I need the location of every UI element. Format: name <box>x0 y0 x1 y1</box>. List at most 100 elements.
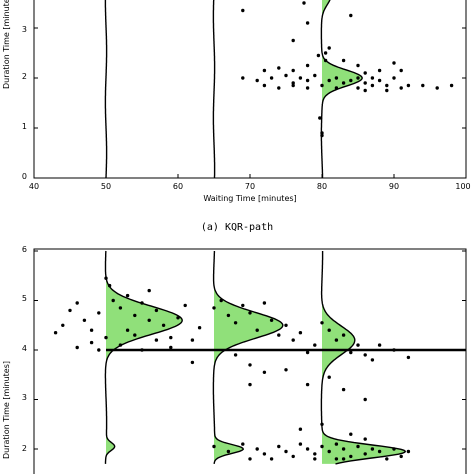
scatter-point <box>341 58 346 63</box>
scatter-point <box>320 422 324 426</box>
scatter-point <box>284 368 288 372</box>
scatter-point <box>302 1 306 5</box>
x-tick-label-50: 50 <box>101 182 111 191</box>
caption-a: (a) KQR-path <box>201 222 273 233</box>
scatter-point <box>399 68 403 73</box>
x-tick-label-60: 60 <box>173 182 183 191</box>
scatter-point <box>118 343 123 347</box>
scatter-point <box>305 63 310 68</box>
scatter-point <box>370 447 375 451</box>
scatter-point <box>284 449 288 454</box>
scatter-point <box>241 303 245 308</box>
scatter-point <box>97 311 101 315</box>
density-fill-1-2 <box>321 251 406 464</box>
scatter-point <box>219 298 223 303</box>
scatter-point <box>262 452 267 456</box>
panel-b: 6 5 4 3 2 Duration Time [minutes] <box>2 245 467 474</box>
scatter-point <box>111 298 115 303</box>
scatter-point <box>233 353 238 357</box>
scatter-point <box>298 442 303 446</box>
scatter-point <box>385 88 389 93</box>
density-curves-a <box>104 0 363 178</box>
scatter-point <box>291 83 295 88</box>
scatter-point <box>226 313 231 318</box>
scatter-point <box>399 86 403 90</box>
scatter-point <box>118 306 123 310</box>
scatter-point <box>140 348 144 352</box>
scatter-point <box>233 321 238 325</box>
scatter-point <box>435 86 439 90</box>
y-tick-label-a-2: 2 <box>22 72 27 81</box>
scatter-point <box>212 306 216 310</box>
density-curve-1-0 <box>104 250 183 464</box>
density-fill-1-0 <box>105 251 183 464</box>
scatter-point <box>385 457 389 461</box>
x-tick-label-70: 70 <box>245 182 255 191</box>
scatter-point <box>140 301 144 305</box>
scatter-point <box>320 321 324 325</box>
density-curve-1-2 <box>320 251 407 465</box>
scatter-point <box>356 76 360 80</box>
scatter-point <box>169 345 173 350</box>
scatter-point <box>212 444 216 449</box>
scatter-point <box>68 308 72 313</box>
scatter-point <box>377 449 382 454</box>
scatter-point <box>161 323 166 327</box>
scatter-point <box>318 116 322 120</box>
scatter-point <box>356 444 360 449</box>
scatter-point <box>320 83 324 88</box>
scatter-point <box>313 73 317 78</box>
scatter-point <box>104 335 108 340</box>
scatter-point <box>241 76 245 80</box>
scatter-point <box>277 66 281 70</box>
y-tick-label-b-4: 4 <box>22 344 27 353</box>
scatter-point <box>248 311 252 315</box>
scatter-point <box>406 355 411 360</box>
y-tick-label-b-3: 3 <box>22 393 27 402</box>
scatter-point <box>313 343 317 347</box>
scatter-point <box>61 323 65 327</box>
scatter-point <box>327 46 331 50</box>
y-tick-label-b-6: 6 <box>22 245 27 254</box>
scatter-point <box>349 432 353 436</box>
scatter-point <box>269 457 274 461</box>
scatter-point <box>406 449 411 454</box>
scatter-point <box>75 345 79 350</box>
scatter-point <box>241 442 245 446</box>
x-axis-label-a: Waiting Time [minutes] <box>203 194 296 203</box>
scatter-point <box>363 353 367 357</box>
density-fill-0-2 <box>321 0 363 178</box>
scatter-point <box>334 76 339 80</box>
scatter-point <box>356 343 360 347</box>
density-curve-1-1 <box>212 251 284 465</box>
scatter-point <box>313 457 317 461</box>
x-tick-label-80: 80 <box>317 182 327 191</box>
scatter-point <box>392 348 396 352</box>
scatter-point <box>320 131 324 135</box>
scatter-point <box>341 333 346 337</box>
scatter-point <box>226 449 231 454</box>
scatter-point <box>298 331 303 335</box>
scatter-point <box>305 86 310 90</box>
ticks-a <box>33 27 467 179</box>
scatter-point <box>363 88 367 93</box>
scatter-point <box>392 447 396 451</box>
scatter-point <box>255 328 259 332</box>
scatter-point <box>255 447 259 451</box>
scatter-point <box>327 328 331 332</box>
density-curves-b <box>104 250 407 465</box>
scatter-point <box>291 338 295 342</box>
scatter-point <box>341 387 346 392</box>
scatter-point <box>75 301 79 305</box>
scatter-point <box>327 449 331 454</box>
panel-a: 3 2 1 0 40 50 60 70 80 90 100 Waiting Ti… <box>2 0 471 233</box>
y-tick-label-b-5: 5 <box>22 294 27 303</box>
scatter-point <box>421 83 425 88</box>
scatter-point <box>89 328 94 332</box>
scatter-point <box>363 452 367 456</box>
y-tick-label-a-3: 3 <box>22 25 27 34</box>
density-curve-0-0 <box>104 0 108 178</box>
x-tick-label-40: 40 <box>29 182 39 191</box>
x-tick-label-90: 90 <box>389 182 399 191</box>
